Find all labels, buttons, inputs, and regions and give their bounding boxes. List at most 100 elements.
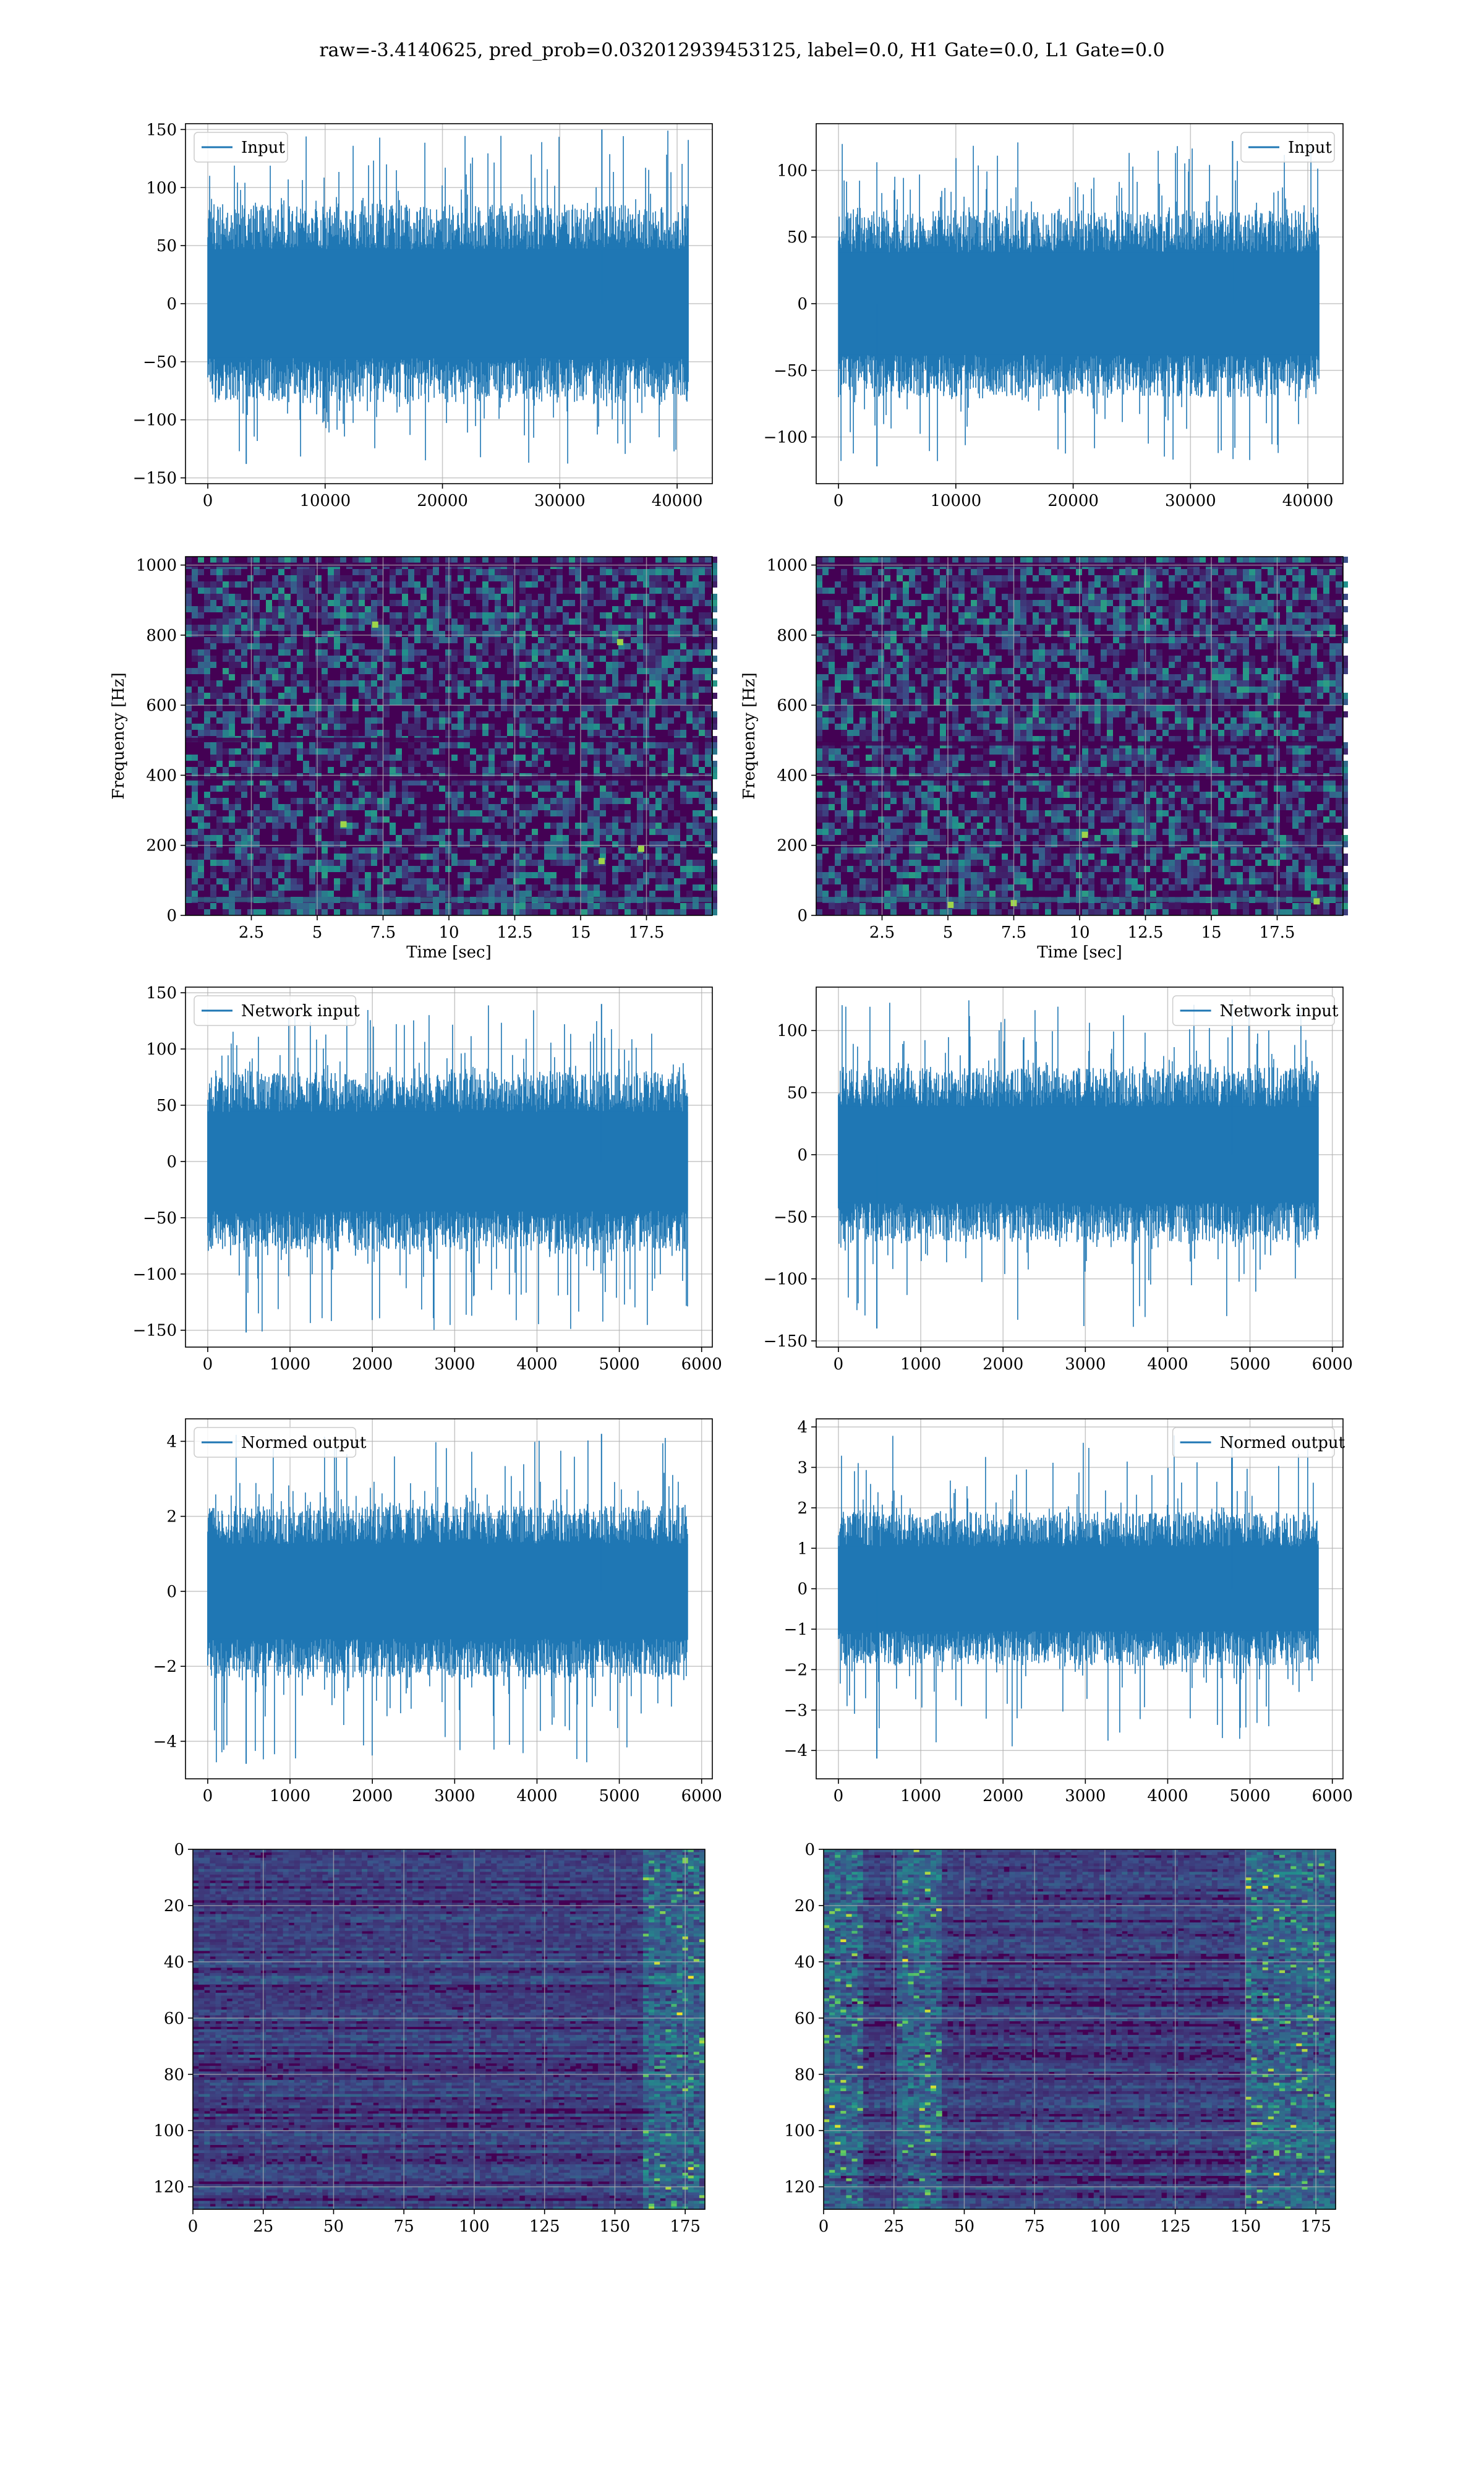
heatmap-cell <box>377 755 383 761</box>
heatmap-cell <box>241 767 247 773</box>
heatmap-cell <box>550 631 556 637</box>
heatmap-cell <box>408 631 414 637</box>
heatmap-cell <box>254 761 260 767</box>
heatmap-cell <box>680 618 686 625</box>
heatmap-cell <box>284 717 291 724</box>
heatmap-cell <box>556 643 563 649</box>
heatmap-cell <box>458 575 464 581</box>
heatmap-cell <box>371 569 377 575</box>
heatmap-cell <box>495 606 501 612</box>
heatmap-cell <box>699 612 705 618</box>
heatmap-cell <box>476 699 482 705</box>
heatmap-cell <box>600 656 606 662</box>
heatmap-cell <box>458 569 464 575</box>
heatmap-cell <box>216 618 223 625</box>
heatmap-cell <box>662 581 668 588</box>
heatmap-cell <box>433 588 439 594</box>
heatmap-cell <box>519 755 526 761</box>
heatmap-cell <box>241 785 247 792</box>
heatmap-cell <box>649 575 655 581</box>
heatmap-cell <box>408 569 414 575</box>
heatmap-cell <box>680 687 686 693</box>
heatmap-cell <box>606 637 612 643</box>
heatmap-cell <box>649 643 655 649</box>
heatmap-cell <box>550 656 556 662</box>
heatmap-cell <box>303 625 309 631</box>
heatmap-cell <box>662 717 668 724</box>
heatmap-cell <box>470 631 476 637</box>
heatmap-cell <box>247 612 254 618</box>
heatmap-cell <box>223 748 229 755</box>
heatmap-cell <box>655 724 662 730</box>
heatmap-cell <box>186 699 192 705</box>
heatmap-cell <box>254 625 260 631</box>
heatmap-cell <box>587 693 594 699</box>
series-core-band <box>838 252 1319 355</box>
heatmap-cell <box>693 761 699 767</box>
heatmap-cell <box>346 612 352 618</box>
heatmap-cell <box>260 705 266 711</box>
heatmap-cell <box>693 668 699 674</box>
heatmap-cell <box>346 637 352 643</box>
heatmap-cell <box>210 730 216 736</box>
heatmap-cell <box>451 792 458 798</box>
heatmap-cell <box>420 606 427 612</box>
heatmap-cell <box>433 687 439 693</box>
heatmap-cell <box>594 705 600 711</box>
heatmap-cell <box>284 705 291 711</box>
heatmap-cell <box>396 748 402 755</box>
heatmap-cell <box>334 680 340 687</box>
heatmap-cell <box>408 792 414 798</box>
heatmap-cell <box>519 625 526 631</box>
heatmap-cell <box>359 625 365 631</box>
heatmap-cell <box>340 594 346 600</box>
heatmap-cell <box>532 748 538 755</box>
heatmap-cell <box>637 668 643 674</box>
heatmap-cell <box>488 674 495 680</box>
heatmap-cell <box>581 711 587 717</box>
heatmap-cell <box>266 687 272 693</box>
heatmap-cell <box>668 662 674 668</box>
heatmap-cell <box>390 687 396 693</box>
heatmap-cell <box>699 724 705 730</box>
heatmap-cell <box>513 711 519 717</box>
heatmap-cell <box>618 606 625 612</box>
heatmap-cell <box>210 569 216 575</box>
heatmap-cell <box>482 588 488 594</box>
heatmap-cell <box>247 711 254 717</box>
heatmap-cell <box>451 649 458 656</box>
heatmap-cell <box>594 680 600 687</box>
heatmap-cell <box>390 693 396 699</box>
heatmap-cell <box>260 656 266 662</box>
heatmap-cell <box>594 711 600 717</box>
heatmap-cell <box>668 742 674 748</box>
heatmap-cell <box>680 557 686 563</box>
heatmap-cell <box>402 680 408 687</box>
heatmap-cell <box>414 569 420 575</box>
heatmap-cell <box>291 656 297 662</box>
heatmap-cell <box>377 649 383 656</box>
heatmap-cell <box>464 705 470 711</box>
heatmap-cell <box>309 631 315 637</box>
heatmap-cell <box>550 557 556 563</box>
heatmap-cell <box>556 680 563 687</box>
heatmap-cell <box>334 711 340 717</box>
heatmap-cell <box>476 649 482 656</box>
heatmap-cell <box>390 588 396 594</box>
heatmap-cell <box>229 569 235 575</box>
heatmap-cell <box>291 557 297 563</box>
heatmap-cell <box>204 656 210 662</box>
heatmap-cell <box>476 668 482 674</box>
heatmap-cell <box>352 612 359 618</box>
heatmap-cell <box>427 761 433 767</box>
heatmap-cell <box>550 575 556 581</box>
heatmap-cell <box>470 606 476 612</box>
heatmap-cell <box>631 649 637 656</box>
heatmap-cell <box>328 656 334 662</box>
heatmap-cell <box>284 606 291 612</box>
heatmap-cell <box>390 575 396 581</box>
heatmap-cell <box>408 575 414 581</box>
heatmap-cell <box>229 711 235 717</box>
heatmap-cell <box>513 705 519 711</box>
heatmap-cell <box>365 569 371 575</box>
